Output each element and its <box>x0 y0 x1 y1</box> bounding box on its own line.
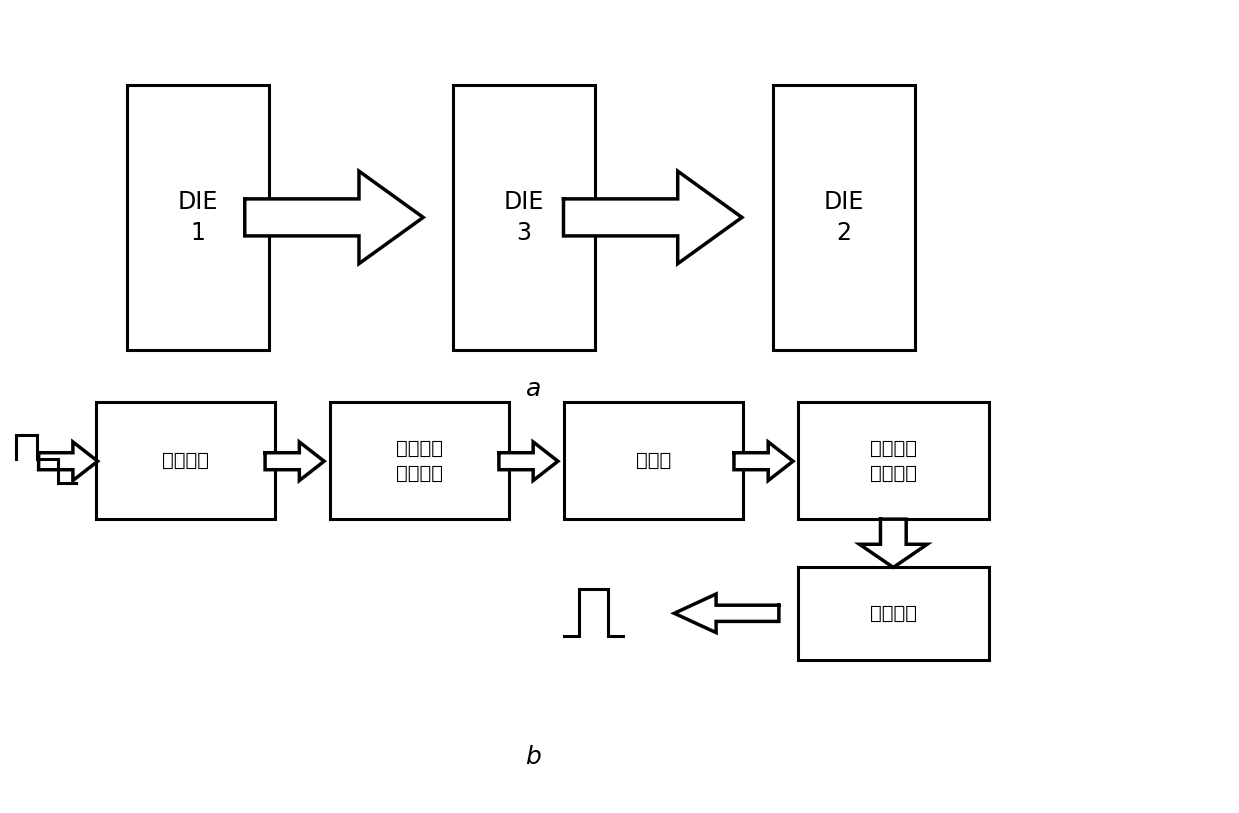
Bar <box>331 402 509 520</box>
Text: 数据恢复: 数据恢复 <box>870 604 917 624</box>
Text: 数据高频
脉冲解码: 数据高频 脉冲解码 <box>870 439 917 483</box>
Polygon shape <box>564 171 742 263</box>
Polygon shape <box>38 442 98 480</box>
Polygon shape <box>265 442 325 480</box>
Text: 数据高频
脉冲编码: 数据高频 脉冲编码 <box>396 439 444 483</box>
Polygon shape <box>674 594 779 633</box>
Text: 数据监测: 数据监测 <box>162 451 209 470</box>
Bar <box>128 85 269 350</box>
Polygon shape <box>733 442 793 480</box>
Bar <box>773 85 914 350</box>
Bar <box>97 402 275 520</box>
Bar <box>453 85 595 350</box>
Polygon shape <box>860 520 927 567</box>
Polygon shape <box>499 442 558 480</box>
Bar <box>564 402 742 520</box>
Text: DIE
3: DIE 3 <box>504 189 544 246</box>
Bar <box>798 402 989 520</box>
Text: a: a <box>525 376 541 401</box>
Bar <box>798 567 989 660</box>
Text: DIE
1: DIE 1 <box>178 189 218 246</box>
Text: 变压器: 变压器 <box>636 451 672 470</box>
Text: b: b <box>525 745 541 768</box>
Text: DIE
2: DIE 2 <box>824 189 865 246</box>
Polygon shape <box>245 171 424 263</box>
